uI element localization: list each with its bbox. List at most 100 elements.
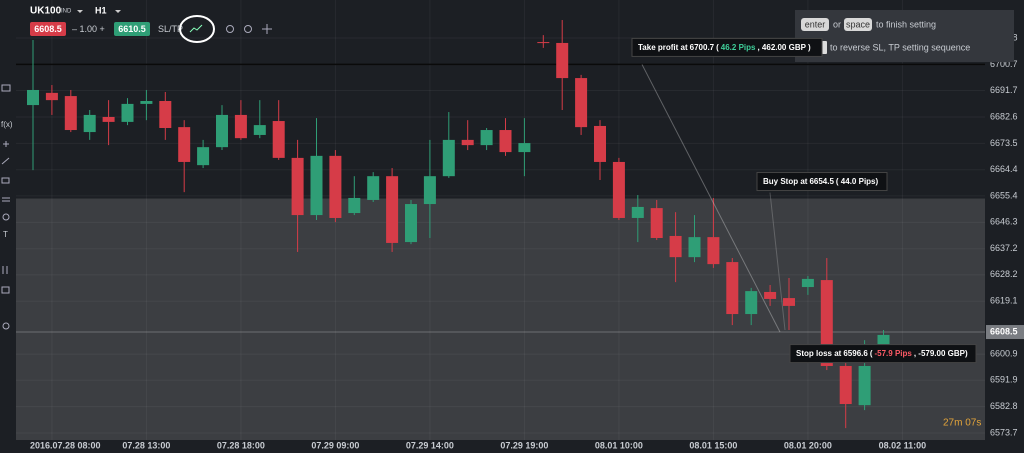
dropdown-arrow[interactable] <box>115 10 121 13</box>
candle-body <box>877 334 890 346</box>
candle-body <box>64 96 77 131</box>
candle-body <box>178 127 191 162</box>
zoom-in[interactable] <box>244 25 252 33</box>
candle-body <box>442 139 455 177</box>
order-label-part: , -579.00 GBP) <box>914 349 968 358</box>
candle-body <box>405 204 417 243</box>
candle-body <box>801 278 814 288</box>
fx-tool[interactable]: f(x) <box>1 120 13 129</box>
sltp-button[interactable]: SL/TP <box>158 24 183 34</box>
candle-body <box>461 139 474 146</box>
candle-body <box>556 42 569 79</box>
key-cap <box>844 18 872 31</box>
y-tick-label: 6646.3 <box>990 217 1018 227</box>
symbol[interactable]: UK100 <box>30 6 62 17</box>
timeframe[interactable]: H1 <box>95 5 107 15</box>
connector <box>769 192 786 331</box>
x-tick-label: 07.29 14:00 <box>406 440 454 450</box>
order-label-part: -57.9 Pips <box>874 349 912 358</box>
timer: 27m 07s <box>943 418 981 429</box>
plot <box>0 0 985 440</box>
candle-body <box>480 130 493 146</box>
order-label-part: ( <box>716 43 719 52</box>
candle-body <box>764 291 777 299</box>
candle-body <box>612 161 625 218</box>
candle-body <box>216 114 228 148</box>
candle-body <box>45 92 58 101</box>
candle-body <box>140 101 153 104</box>
pending-zone <box>16 198 985 440</box>
candle-body <box>102 116 115 122</box>
current-price-label: 6608.5 <box>990 326 1018 336</box>
x-tick-label: 07.29 19:00 <box>500 440 548 450</box>
candle-body <box>839 365 852 405</box>
candle-body <box>745 291 758 315</box>
sell-button[interactable] <box>30 22 66 36</box>
buy-button[interactable] <box>114 22 150 36</box>
key-space: space <box>846 19 870 29</box>
candle-body <box>234 114 247 139</box>
candle-body <box>423 176 436 205</box>
x-tick-label: 08.02 11:00 <box>879 440 927 450</box>
dropdown-arrow[interactable] <box>77 10 83 13</box>
axis: 6709.86700.76691.76682.66673.56664.46655… <box>986 32 1024 437</box>
hint-text: to reverse SL, TP setting sequence <box>830 42 970 52</box>
candle-body <box>650 208 663 238</box>
y-tick-label: 6655.4 <box>990 190 1018 200</box>
y-tick-label: 6582.8 <box>990 401 1018 411</box>
x-tick-label: 07.29 09:00 <box>311 440 359 450</box>
x-tick-label: 08.01 15:00 <box>689 440 737 450</box>
x-tick-label: 08.01 20:00 <box>784 440 832 450</box>
icon[interactable] <box>1 286 10 294</box>
y-tick-label: 6691.7 <box>990 85 1018 95</box>
icon[interactable] <box>1 177 10 184</box>
order-label: Stop loss at 6596.6(-57.9 Pips, -579.00 G… <box>796 349 968 358</box>
buy-price[interactable]: 6610.5 <box>118 24 146 34</box>
y-tick-label: 6591.9 <box>990 375 1018 385</box>
candle-body <box>121 103 134 122</box>
text-tool[interactable]: T <box>3 230 8 239</box>
sell-price[interactable]: 6608.5 <box>34 24 62 34</box>
candle-body <box>253 125 266 135</box>
current-price-tag <box>986 325 1024 340</box>
line-tool-icon[interactable] <box>189 24 203 33</box>
y-tick-label: 6628.2 <box>990 269 1018 279</box>
order-label-part: Stop loss at <box>796 349 842 358</box>
candle-body <box>726 262 739 315</box>
order-label-part: 6654.5 <box>809 177 834 186</box>
highlight-circle <box>179 15 215 43</box>
candle-body <box>159 101 172 128</box>
candle-body <box>197 147 210 166</box>
hint-box <box>795 10 1014 62</box>
icon[interactable] <box>1 157 10 165</box>
y-tick-label: 6700.7 <box>990 59 1018 69</box>
symbol-badge: IND <box>61 9 72 15</box>
candle-body <box>367 176 380 200</box>
candle-body <box>386 176 399 243</box>
key-enter: enter <box>805 19 826 29</box>
order-label-box <box>631 37 823 57</box>
candle-body <box>783 298 795 306</box>
icon[interactable] <box>2 322 10 330</box>
y-tick-label: 6637.2 <box>990 243 1018 253</box>
candle-body <box>27 89 39 106</box>
x-tick-label: 08.01 10:00 <box>595 440 643 450</box>
order-label-part: 46.2 Pips <box>721 43 756 52</box>
candle-body <box>631 206 644 218</box>
icon[interactable] <box>2 213 10 221</box>
candle-body <box>291 157 304 216</box>
candle-body <box>537 42 550 44</box>
y-tick-label: 6664.4 <box>990 164 1018 174</box>
candle-body <box>272 121 285 158</box>
order-label: Buy Stop at 6654.5( 44.0 Pips) <box>763 177 878 186</box>
order-label-part: Buy Stop at <box>763 177 808 186</box>
zoom-out[interactable] <box>226 25 234 33</box>
candle-body <box>83 114 96 133</box>
candle-body <box>575 78 588 128</box>
icon[interactable] <box>1 84 11 92</box>
order-label-part: Take profit at <box>638 43 688 52</box>
order-label-box <box>756 172 888 192</box>
candle-body <box>669 235 682 258</box>
